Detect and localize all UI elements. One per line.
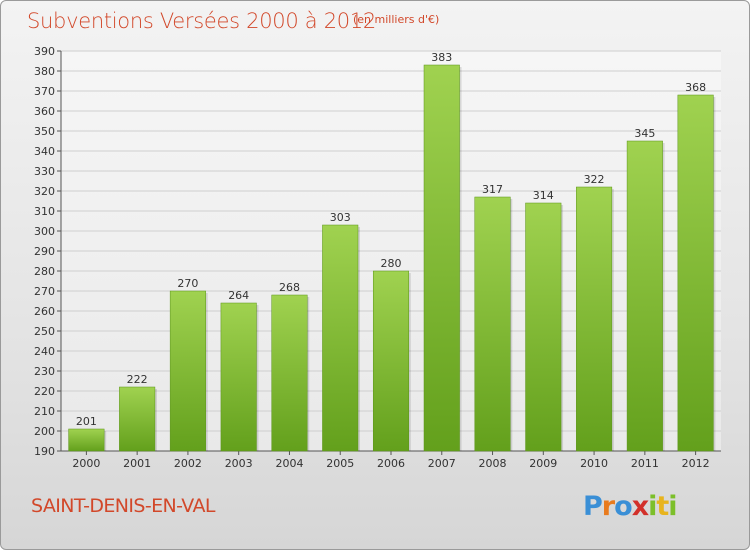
y-tick-label: 220 bbox=[34, 385, 55, 398]
x-tick-label: 2010 bbox=[580, 457, 608, 470]
y-tick-label: 200 bbox=[34, 425, 55, 438]
bar bbox=[576, 186, 613, 452]
x-tick-label: 2009 bbox=[529, 457, 557, 470]
bar-value-label: 222 bbox=[127, 373, 148, 386]
y-tick-label: 210 bbox=[34, 405, 55, 418]
y-tick-label: 370 bbox=[34, 85, 55, 98]
bar-value-label: 314 bbox=[533, 189, 554, 202]
bar-value-label: 322 bbox=[584, 173, 605, 186]
y-tick-label: 250 bbox=[34, 325, 55, 338]
bar-value-label: 317 bbox=[482, 183, 503, 196]
chart-subtitle: (en milliers d'€) bbox=[353, 13, 440, 26]
y-tick-label: 300 bbox=[34, 225, 55, 238]
bar bbox=[372, 270, 410, 452]
y-tick-label: 310 bbox=[34, 205, 55, 218]
svg-text:Proxiti: Proxiti bbox=[583, 491, 677, 522]
x-tick-label: 2000 bbox=[72, 457, 100, 470]
bar-value-label: 303 bbox=[330, 211, 351, 224]
bar bbox=[271, 294, 308, 452]
y-tick-label: 280 bbox=[34, 265, 55, 278]
y-tick-label: 390 bbox=[34, 45, 55, 58]
x-tick-label: 2001 bbox=[123, 457, 151, 470]
y-tick-label: 360 bbox=[34, 105, 55, 118]
bar-value-label: 368 bbox=[685, 81, 706, 94]
bar bbox=[322, 224, 359, 452]
x-tick-label: 2004 bbox=[275, 457, 303, 470]
y-tick-label: 230 bbox=[34, 365, 55, 378]
bar bbox=[119, 386, 156, 452]
proxiti-logo: Proxiti bbox=[583, 491, 678, 522]
x-tick-label: 2011 bbox=[631, 457, 659, 470]
x-tick-label: 2007 bbox=[428, 457, 456, 470]
bar-value-label: 270 bbox=[177, 277, 198, 290]
bar bbox=[626, 140, 663, 452]
bar bbox=[68, 428, 105, 452]
data-labels: 201 222 270 264 268 303 280 383 317 314 322 345 368 bbox=[76, 51, 706, 428]
y-tick-label: 270 bbox=[34, 285, 55, 298]
chart-title: Subventions Versées 2000 à 2012 bbox=[27, 9, 376, 33]
bar bbox=[474, 196, 511, 452]
bar-value-label: 201 bbox=[76, 415, 97, 428]
y-tick-label: 340 bbox=[34, 145, 55, 158]
x-tick-label: 2012 bbox=[682, 457, 710, 470]
y-tick-label: 330 bbox=[34, 165, 55, 178]
bar bbox=[220, 302, 257, 452]
y-tick-label: 320 bbox=[34, 185, 55, 198]
bar bbox=[677, 94, 714, 452]
bar bbox=[169, 290, 206, 452]
bar-value-label: 268 bbox=[279, 281, 300, 294]
y-tick-label: 380 bbox=[34, 65, 55, 78]
x-tick-label: 2002 bbox=[174, 457, 202, 470]
y-tick-label: 240 bbox=[34, 345, 55, 358]
axes: 190 200 210 220 230 240 250 260 270 280 290 300 310 3… bbox=[34, 45, 721, 470]
y-tick-label: 350 bbox=[34, 125, 55, 138]
bar-value-label: 280 bbox=[381, 257, 402, 270]
bar-value-label: 383 bbox=[431, 51, 452, 64]
x-tick-label: 2003 bbox=[225, 457, 253, 470]
bar bbox=[525, 202, 562, 452]
bar-value-label: 345 bbox=[634, 127, 655, 140]
bar bbox=[423, 64, 460, 452]
x-tick-label: 2006 bbox=[377, 457, 405, 470]
y-tick-label: 290 bbox=[34, 245, 55, 258]
y-tick-label: 190 bbox=[34, 445, 55, 458]
y-tick-label: 260 bbox=[34, 305, 55, 318]
bars bbox=[68, 64, 716, 452]
city-name: SAINT-DENIS-EN-VAL bbox=[31, 495, 215, 517]
x-tick-label: 2005 bbox=[326, 457, 354, 470]
bar-value-label: 264 bbox=[228, 289, 249, 302]
x-tick-label: 2008 bbox=[479, 457, 507, 470]
